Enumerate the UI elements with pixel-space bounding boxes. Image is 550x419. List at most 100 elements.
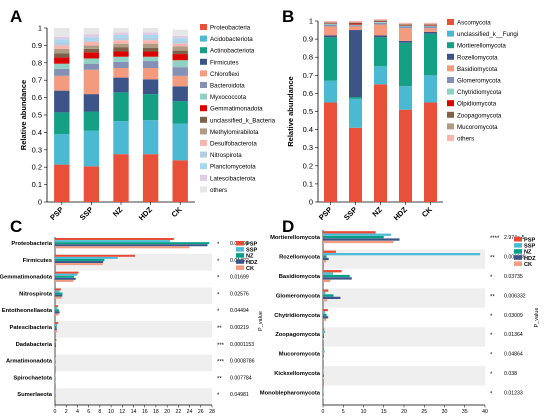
panel-d-x-tick-label: 30 bbox=[442, 409, 448, 415]
panel-d-legend-swatch bbox=[514, 261, 522, 266]
panel-d-bar-ssp bbox=[323, 291, 326, 295]
panel-c-bar-nz bbox=[55, 309, 60, 312]
panel-b-bar-segment-mucoromycota bbox=[374, 20, 387, 21]
panel-b-bar-segment-mucoromycota bbox=[324, 21, 337, 23]
panel-d-significance-mark: * bbox=[490, 392, 493, 398]
panel-b-bar-segment-unclassified-k-fungi bbox=[424, 75, 437, 103]
panel-a-bar-segment-acidobacteriota bbox=[83, 130, 100, 167]
panel-c-legend-label: PSP bbox=[246, 242, 257, 248]
panel-label-c: C bbox=[10, 217, 22, 236]
panel-b-bar-segment-chytridiomycota bbox=[324, 23, 337, 25]
panel-c-category-label: Armatimonadota bbox=[6, 359, 53, 365]
panel-c-p-value: 0.02576 bbox=[230, 291, 249, 297]
panel-b-bar-segment-others bbox=[424, 22, 437, 24]
panel-c-p-value: 0.04981 bbox=[230, 392, 249, 398]
panel-b-stacked-bar-panel: 0 0.1 0.2 0.3 0.4 0.5 0.6 0.7 0.8 0.9 1 Relative ab… bbox=[286, 17, 518, 223]
panel-b-bar-segment-mucoromycota bbox=[424, 23, 437, 25]
panel-d-bar-hdz bbox=[323, 257, 329, 261]
panel-a-legend-label: others bbox=[210, 187, 227, 194]
panel-a-bar-segment-chloroflexi bbox=[172, 75, 188, 87]
panel-b-y-tick-label: 0.6 bbox=[303, 89, 313, 98]
panel-a-legend-swatch bbox=[200, 186, 207, 193]
panel-d-row-background bbox=[323, 346, 485, 367]
panel-c-x-tick-label: 0 bbox=[54, 409, 57, 415]
panel-d-bar-hdz bbox=[323, 277, 352, 280]
panel-d-legend-swatch bbox=[514, 243, 522, 248]
panel-a-legend-label: Methylomirabilota bbox=[210, 129, 259, 136]
panel-c-legend-swatch bbox=[236, 241, 244, 246]
panel-d-bar-ck bbox=[323, 338, 324, 341]
panel-d-row-background bbox=[323, 385, 485, 405]
panel-d-significance-mark: * bbox=[490, 314, 493, 320]
panel-b-bar-segment-basidiomycota bbox=[349, 26, 362, 31]
panel-d-category-label: Kickxellomycota bbox=[274, 371, 321, 377]
panel-d-bar-psp bbox=[323, 347, 324, 351]
panel-c-bar-psp bbox=[55, 322, 59, 324]
panel-a-bar-segment-others bbox=[83, 28, 100, 35]
panel-c-significance-mark: * bbox=[217, 259, 220, 265]
panel-a-y-tick-label: 0 bbox=[38, 198, 42, 207]
panel-a-legend-swatch bbox=[200, 174, 207, 181]
panel-b-bar-segment-glomeromycota bbox=[374, 22, 387, 25]
panel-c-bar-ssp bbox=[55, 340, 57, 343]
panel-c-bar-hdz bbox=[55, 328, 57, 331]
panel-c-bar-nz bbox=[55, 275, 75, 278]
panel-c-x-tick-label: 26 bbox=[198, 409, 204, 415]
panel-d-bar-ssp bbox=[323, 311, 326, 314]
panel-c-bar-ssp bbox=[55, 273, 78, 276]
panel-b-legend-swatch bbox=[447, 100, 454, 107]
panel-b-bar-segment-olpidiomycota bbox=[324, 23, 337, 24]
panel-b-x-tick-label: NZ bbox=[370, 205, 384, 219]
panel-b-legend-swatch bbox=[447, 19, 454, 25]
panel-b-legend-swatch bbox=[447, 77, 454, 83]
panel-b-y-tick-label: 0.9 bbox=[303, 35, 313, 44]
panel-b-legend-label: unclassified_k__Fungi bbox=[457, 31, 518, 38]
panel-d-bar-nz bbox=[323, 255, 327, 258]
panel-a-bar-segment-actinobacteriota bbox=[142, 94, 159, 121]
panel-c-bar-ssp bbox=[55, 290, 60, 293]
panel-d-bar-hdz bbox=[323, 316, 329, 319]
panel-d-p-value: 0.038 bbox=[504, 371, 517, 377]
panel-b-bar-segment-unclassified-k-fungi bbox=[324, 80, 337, 103]
panel-a-legend-label: Chloroflexi bbox=[210, 71, 239, 78]
panel-b-legend-label: Olpidiomycota bbox=[457, 101, 497, 108]
panel-c-bar-psp bbox=[55, 338, 57, 341]
panel-label-b: B bbox=[282, 7, 294, 26]
panel-c-bar-psp bbox=[55, 254, 136, 257]
panel-a-bar-segment-methylomirabilota bbox=[142, 43, 159, 49]
panel-c-x-tick-label: 24 bbox=[187, 409, 193, 415]
panel-b-bar-segment-unclassified-k-fungi bbox=[399, 86, 412, 110]
panel-d-category-label: Chytridiomycota bbox=[274, 313, 321, 319]
panel-a-legend-label: Latescibacterota bbox=[210, 175, 256, 182]
panel-c-p-value: 0.007784 bbox=[230, 375, 252, 381]
panel-a-bar-segment-methylomirabilota bbox=[83, 45, 100, 49]
panel-c-category-label: Gemmatimonadota bbox=[0, 275, 53, 281]
panel-d-bar-psp bbox=[323, 270, 342, 273]
panel-c-row-background bbox=[55, 337, 212, 355]
panel-d-bar-ck bbox=[323, 376, 324, 380]
panel-a-legend-label: Nitrospirota bbox=[210, 152, 242, 159]
panel-b-bar-segment-rozellomycota bbox=[424, 31, 437, 34]
panel-c-significance-mark: * bbox=[217, 309, 220, 315]
panel-b-bar-segment-ascomycota bbox=[324, 102, 337, 202]
panel-a-x-tick-label: SSP bbox=[78, 205, 95, 222]
panel-label-a: A bbox=[10, 7, 22, 26]
panel-c-row-background bbox=[55, 287, 212, 305]
panel-a-y-tick-label: 0.3 bbox=[32, 145, 42, 154]
panel-c-x-tick-label: 10 bbox=[108, 409, 114, 415]
panel-c-legend-label: HDZ bbox=[246, 260, 258, 266]
panel-d-bar-psp bbox=[323, 308, 328, 312]
panel-a-bar-segment-bacteroidota bbox=[172, 67, 188, 76]
panel-c-x-tick-label: 18 bbox=[153, 409, 159, 415]
panel-a-bar-segment-acidobacteriota bbox=[172, 123, 188, 161]
panel-c-bar-ssp bbox=[55, 240, 170, 243]
panel-b-legend-swatch bbox=[447, 88, 454, 95]
panel-a-bar-segment-chloroflexi bbox=[142, 68, 159, 80]
panel-d-bar-nz bbox=[323, 352, 324, 355]
panel-a-y-tick-label: 0.2 bbox=[32, 163, 42, 172]
panel-c-legend-swatch bbox=[236, 247, 244, 252]
panel-a-stacked-bar-panel: 0 0.1 0.2 0.3 0.4 0.5 0.6 0.7 0.8 0.9 1 Relative ab… bbox=[19, 24, 276, 223]
panel-c-significance-mark: * bbox=[217, 276, 220, 282]
panel-c-bar-psp bbox=[55, 238, 174, 240]
panel-a-legend-swatch bbox=[200, 128, 207, 135]
